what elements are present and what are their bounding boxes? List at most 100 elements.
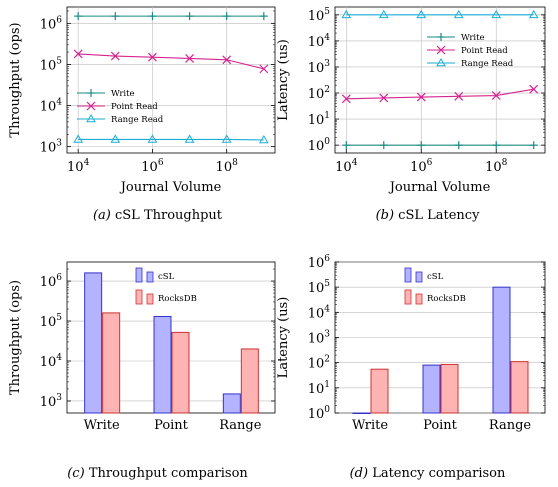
chart-c-bar-RocksDB-Write — [102, 312, 121, 414]
chart-d-category-0: Write — [352, 418, 388, 433]
chart-d-legend-swatch-b-0 — [415, 271, 423, 283]
chart-c-legend-label-1: RocksDB — [158, 294, 197, 304]
chart-a-point-0-1 — [111, 12, 120, 21]
chart-c-bar-RocksDB-Point — [171, 331, 190, 414]
chart-b-point-0-0 — [342, 141, 351, 150]
caption-c: (c) Throughput comparison — [40, 466, 275, 481]
chart-c-category-1: Point — [154, 418, 189, 433]
chart-d-legend-label-1: RocksDB — [427, 294, 466, 304]
chart-a-legend-label-2: Range Read — [111, 115, 164, 125]
chart-a-legend-label-0: Write — [111, 89, 135, 99]
chart-a-point-2-2 — [147, 134, 158, 143]
chart-d-category-1: Point — [423, 418, 458, 433]
chart-d-yticklabel-1: 101 — [308, 380, 330, 397]
chart-a-series-0 — [74, 12, 268, 21]
chart-c-ylabel: Throughput (ops) — [8, 280, 23, 395]
chart-b-yticklabel-1: 101 — [308, 111, 330, 128]
chart-a-point-1-4 — [222, 55, 232, 65]
chart-a-plot-frame — [66, 6, 276, 154]
chart-c-bar-cSL-Range — [222, 393, 241, 414]
chart-a-point-1-1 — [110, 51, 120, 61]
chart-a-legend-marker-1 — [86, 101, 96, 111]
chart-a-point-2-3 — [184, 134, 195, 143]
chart-d-latency-comparison: 100 101 102 103 104 105 106 Latency (us) Write Po… — [276, 254, 546, 433]
chart-b-xticklabel-2: 108 — [485, 158, 508, 175]
chart-a-series-2 — [73, 134, 269, 144]
chart-a-point-2-0 — [73, 134, 84, 143]
chart-b-point-1-0 — [341, 94, 351, 104]
chart-b-point-1-3 — [454, 91, 464, 101]
chart-b-series-line-1 — [346, 88, 534, 100]
chart-a-xticklabel-1: 106 — [141, 158, 164, 175]
chart-d-category-2: Range — [489, 418, 532, 433]
chart-d-bar-cSL-Point — [422, 364, 441, 414]
chart-a-point-0-3 — [185, 12, 194, 21]
chart-d-yticklabel-0: 100 — [308, 405, 331, 422]
caption-b-tag: (b) — [375, 208, 395, 223]
chart-c-legend-swatch-a-0 — [135, 267, 143, 283]
chart-b-legend-marker-2 — [436, 58, 446, 67]
chart-c-yticklabel-1: 104 — [40, 353, 63, 370]
chart-a-yticklabel-2: 105 — [40, 56, 63, 73]
chart-b-series-1 — [341, 84, 539, 104]
chart-c-throughput-comparison: 103 104 105 106 Throughput (ops) Write Point Ra… — [8, 261, 276, 433]
chart-a-series-line-2 — [78, 138, 264, 141]
chart-a-point-0-4 — [222, 12, 231, 21]
chart-b-yticklabel-3: 103 — [308, 59, 331, 76]
caption-d-text: Latency comparison — [372, 466, 506, 481]
chart-a-series-line-1 — [78, 53, 264, 70]
chart-a-ylabel: Throughput (ops) — [8, 22, 23, 137]
chart-b-point-1-2 — [416, 92, 426, 102]
caption-b: (b) cSL Latency — [310, 208, 545, 223]
chart-d-bar-cSL-Write — [352, 412, 371, 414]
chart-d-ylabel: Latency (us) — [276, 297, 291, 379]
chart-c-bar-cSL-Point — [153, 315, 172, 414]
chart-d-legend-swatch-b-1 — [415, 293, 423, 305]
chart-a-point-1-0 — [73, 49, 83, 59]
chart-a-yticklabel-0: 103 — [40, 139, 63, 156]
chart-b-yticklabel-2: 102 — [308, 85, 330, 102]
chart-c-legend: cSL RocksDB — [135, 267, 197, 305]
chart-d-bar-cSL-Range — [492, 286, 511, 414]
chart-b-legend-label-0: Write — [461, 33, 485, 43]
chart-c-yticklabel-0: 103 — [40, 393, 63, 410]
chart-d-yticklabel-2: 102 — [308, 355, 330, 372]
caption-a-tag: (a) — [92, 208, 111, 223]
chart-d-yticklabel-6: 106 — [308, 254, 331, 271]
chart-a-legend: Write Point Read Range Read — [77, 89, 164, 125]
chart-b-ylabel: Latency (us) — [276, 39, 291, 121]
chart-a-yticklabel-1: 104 — [40, 98, 63, 115]
chart-a-yticklabel-3: 106 — [40, 15, 63, 32]
chart-b-xlabel: Journal Volume — [388, 180, 491, 195]
chart-b-point-0-5 — [529, 141, 538, 150]
chart-d-legend-label-0: cSL — [427, 272, 444, 282]
chart-a-point-2-4 — [221, 134, 232, 143]
chart-b-series-0 — [342, 141, 538, 150]
chart-b-series-2 — [341, 9, 539, 19]
chart-b-point-2-5 — [528, 9, 539, 19]
chart-b-point-2-3 — [453, 9, 464, 19]
chart-c-yticklabel-3: 106 — [40, 273, 63, 290]
chart-b-legend-label-2: Range Read — [461, 59, 514, 69]
chart-b-point-0-4 — [492, 141, 501, 150]
chart-a-xticklabel-2: 108 — [216, 158, 239, 175]
chart-b-point-2-0 — [341, 9, 352, 19]
caption-a: (a) cSL Throughput — [40, 208, 275, 223]
chart-a-point-1-3 — [185, 54, 194, 63]
chart-c-legend-swatch-b-0 — [146, 271, 154, 283]
chart-b-plot-frame — [334, 6, 546, 154]
chart-c-category-2: Range — [219, 418, 262, 433]
chart-b-point-0-2 — [417, 141, 426, 150]
chart-c-yticklabel-2: 105 — [40, 313, 63, 330]
chart-b-point-0-1 — [379, 141, 388, 150]
chart-c-bar-RocksDB-Range — [240, 348, 259, 414]
chart-d-legend-swatch-a-0 — [404, 267, 412, 283]
chart-a-point-0-0 — [74, 12, 83, 21]
chart-a-point-1-2 — [148, 52, 157, 62]
chart-d-yticklabel-3: 103 — [308, 330, 331, 347]
chart-b-legend: Write Point Read Range Read — [427, 33, 514, 69]
caption-c-text: Throughput comparison — [88, 466, 248, 481]
chart-a-point-0-5 — [259, 12, 268, 21]
chart-c-category-0: Write — [84, 418, 120, 433]
